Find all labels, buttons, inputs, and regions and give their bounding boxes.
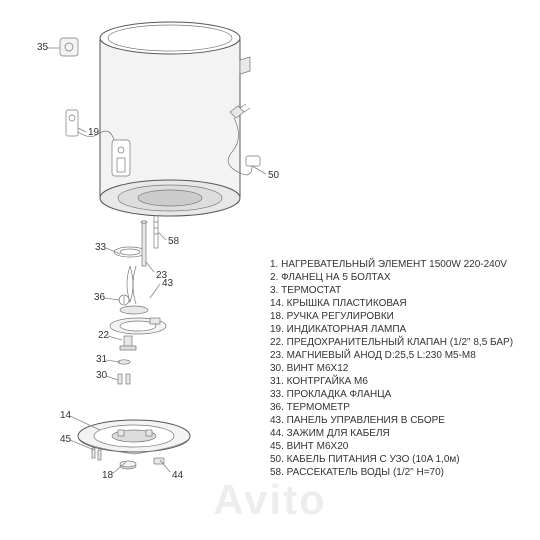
tank-body	[100, 22, 250, 216]
callout-22: 22	[98, 330, 110, 341]
flange-gasket	[114, 247, 146, 257]
legend-item-14: 14. КРЫШКА ПЛАСТИКОВАЯ	[270, 297, 407, 310]
callout-18: 18	[102, 470, 114, 481]
safety-valve	[120, 336, 136, 350]
callout-36: 36	[94, 292, 106, 303]
callout-14: 14	[60, 410, 72, 421]
callout-44: 44	[172, 470, 184, 481]
legend-item-22: 22. ПРЕДОХРАНИТЕЛЬНЫЙ КЛАПАН (1/2" 8,5 Б…	[270, 336, 513, 349]
legend-item-50: 50. КАБЕЛЬ ПИТАНИЯ С УЗО (10A 1,0м)	[270, 453, 460, 466]
legend-item-58: 58. РАССЕКАТЕЛЬ ВОДЫ (1/2" H=70)	[270, 466, 444, 479]
water-diffuser	[154, 216, 158, 248]
legend-item-43: 43. ПАНЕЛЬ УПРАВЛЕНИЯ В СБОРЕ	[270, 414, 445, 427]
callout-58: 58	[168, 236, 180, 247]
legend-item-3: 3. ТЕРМОСТАТ	[270, 284, 341, 297]
wall-mount-plate	[60, 38, 78, 56]
callout-45: 45	[60, 434, 72, 445]
legend-item-2: 2. ФЛАНЕЦ НА 5 БОЛТАХ	[270, 271, 391, 284]
legend-item-45: 45. ВИНТ M6X20	[270, 440, 348, 453]
callout-50: 50	[268, 170, 280, 181]
legend-item-33: 33. ПРОКЛАДКА ФЛАНЦА	[270, 388, 391, 401]
legend-item-18: 18. РУЧКА РЕГУЛИРОВКИ	[270, 310, 394, 323]
legend-item-19: 19. ИНДИКАТОРНАЯ ЛАМПА	[270, 323, 406, 336]
thermometer	[119, 295, 129, 305]
legend-item-23: 23. МАГНИЕВЫЙ АНОД D:25,5 L:230 M5-M8	[270, 349, 476, 362]
magnesium-anode	[141, 221, 147, 266]
callout-19: 19	[88, 127, 100, 138]
legend-item-1: 1. НАГРЕВАТЕЛЬНЫЙ ЭЛЕМЕНТ 1500W 220-240V	[270, 258, 507, 271]
callout-30: 30	[96, 370, 108, 381]
legend-item-31: 31. КОНТРГАЙКА M6	[270, 375, 368, 388]
legend-item-30: 30. ВИНТ M6X12	[270, 362, 348, 375]
callout-33: 33	[95, 242, 107, 253]
heating-element	[120, 266, 148, 314]
callout-31: 31	[96, 354, 108, 365]
legend-item-36: 36. ТЕРМОМЕТР	[270, 401, 350, 414]
legend-item-44: 44. ЗАЖИМ ДЛЯ КАБЕЛЯ	[270, 427, 390, 440]
callout-43: 43	[162, 278, 174, 289]
control-panel	[110, 318, 166, 334]
locknut-screw	[118, 360, 130, 384]
callout-35: 35	[37, 42, 49, 53]
